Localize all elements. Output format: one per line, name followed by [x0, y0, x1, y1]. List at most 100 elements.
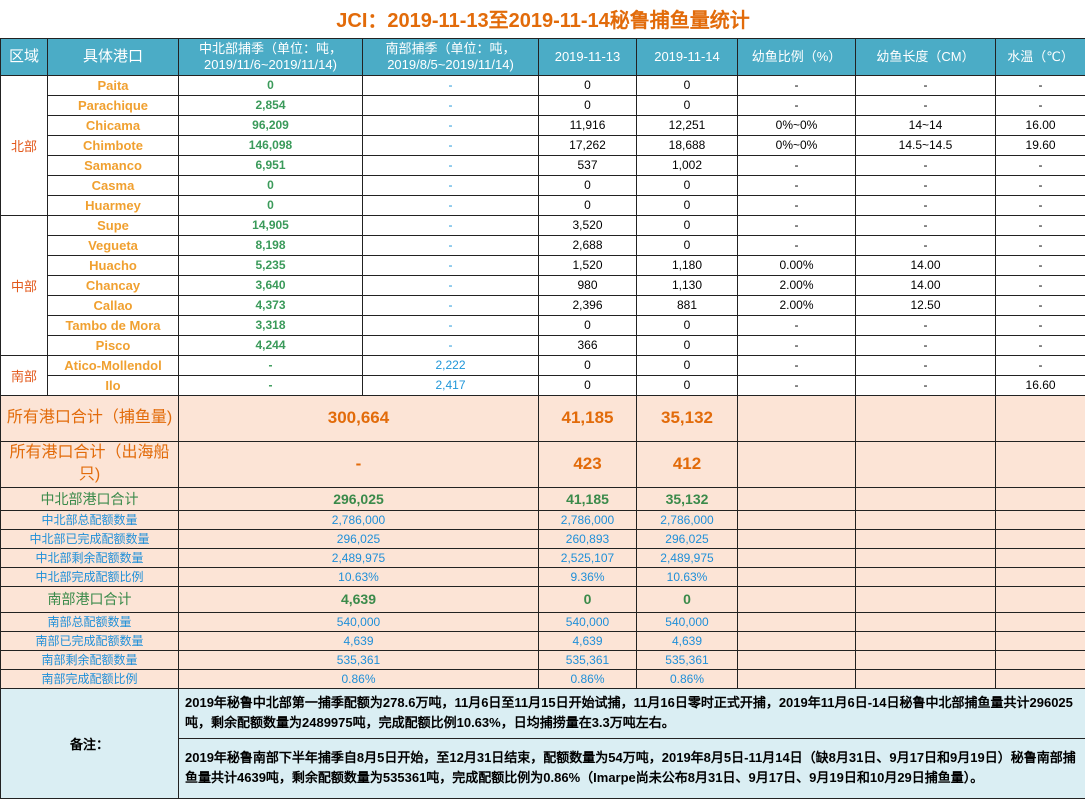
day2-value: 0: [637, 355, 738, 375]
empty-cell: [856, 487, 996, 510]
day1-value: 0: [539, 75, 637, 95]
day2-total: 4,639: [637, 631, 738, 650]
south-season-value: -: [363, 135, 539, 155]
water-temp: 16.60: [996, 375, 1085, 395]
region-label: 中部: [1, 215, 48, 355]
juvenile-length: -: [856, 235, 996, 255]
water-temp: -: [996, 235, 1085, 255]
day1-total: 0: [539, 586, 637, 612]
juvenile-length: -: [856, 335, 996, 355]
north-season-value: 4,373: [179, 295, 363, 315]
empty-cell: [856, 529, 996, 548]
port-name: Tambo de Mora: [48, 315, 179, 335]
day2-value: 0: [637, 315, 738, 335]
column-header: 幼鱼长度（CM）: [856, 38, 996, 75]
juvenile-ratio: -: [738, 195, 856, 215]
port-name: Casma: [48, 175, 179, 195]
day1-total: 535,361: [539, 650, 637, 669]
summary-label: 中北部剩余配额数量: [1, 548, 179, 567]
empty-cell: [856, 586, 996, 612]
season-total: 4,639: [179, 586, 539, 612]
juvenile-ratio: -: [738, 315, 856, 335]
day1-value: 366: [539, 335, 637, 355]
day1-value: 0: [539, 375, 637, 395]
day2-total: 0.86%: [637, 669, 738, 688]
day2-total: 35,132: [637, 487, 738, 510]
empty-cell: [996, 395, 1085, 441]
day2-value: 18,688: [637, 135, 738, 155]
north-season-value: -: [179, 355, 363, 375]
juvenile-length: 14.5~14.5: [856, 135, 996, 155]
day2-total: 0: [637, 586, 738, 612]
empty-cell: [996, 631, 1085, 650]
north-season-value: 96,209: [179, 115, 363, 135]
juvenile-length: -: [856, 95, 996, 115]
empty-cell: [856, 548, 996, 567]
south-season-value: -: [363, 255, 539, 275]
column-header: 中北部捕季（单位：吨，2019/11/6~2019/11/14): [179, 38, 363, 75]
summary-label: 所有港口合计（捕鱼量): [1, 395, 179, 441]
summary-label: 所有港口合计（出海船只): [1, 441, 179, 487]
season-total: 10.63%: [179, 567, 539, 586]
region-label: 南部: [1, 355, 48, 395]
column-header: 水温（℃）: [996, 38, 1085, 75]
juvenile-length: -: [856, 215, 996, 235]
empty-cell: [738, 395, 856, 441]
port-name: Chicama: [48, 115, 179, 135]
empty-cell: [996, 567, 1085, 586]
north-season-value: -: [179, 375, 363, 395]
port-name: Chimbote: [48, 135, 179, 155]
season-total: 4,639: [179, 631, 539, 650]
south-season-value: 2,417: [363, 375, 539, 395]
page-title: JCI：2019-11-13至2019-11-14秘鲁捕鱼量统计: [1, 0, 1085, 38]
notes-label: 备注：: [1, 688, 179, 798]
juvenile-length: 12.50: [856, 295, 996, 315]
empty-cell: [738, 586, 856, 612]
juvenile-length: -: [856, 175, 996, 195]
south-season-value: -: [363, 95, 539, 115]
empty-cell: [738, 487, 856, 510]
juvenile-ratio: -: [738, 215, 856, 235]
empty-cell: [996, 510, 1085, 529]
day2-value: 0: [637, 215, 738, 235]
north-season-value: 0: [179, 195, 363, 215]
season-total: 2,786,000: [179, 510, 539, 529]
juvenile-length: 14~14: [856, 115, 996, 135]
day1-total: 260,893: [539, 529, 637, 548]
south-season-value: -: [363, 75, 539, 95]
north-season-value: 4,244: [179, 335, 363, 355]
empty-cell: [996, 650, 1085, 669]
water-temp: -: [996, 335, 1085, 355]
day1-value: 0: [539, 195, 637, 215]
empty-cell: [996, 586, 1085, 612]
north-season-value: 5,235: [179, 255, 363, 275]
column-header: 2019-11-14: [637, 38, 738, 75]
port-name: Vegueta: [48, 235, 179, 255]
water-temp: -: [996, 155, 1085, 175]
summary-label: 南部剩余配额数量: [1, 650, 179, 669]
port-name: Pisco: [48, 335, 179, 355]
day1-total: 2,786,000: [539, 510, 637, 529]
port-name: Atico-Mollendol: [48, 355, 179, 375]
day1-value: 2,396: [539, 295, 637, 315]
day1-total: 2,525,107: [539, 548, 637, 567]
day2-total: 535,361: [637, 650, 738, 669]
north-season-value: 3,318: [179, 315, 363, 335]
day2-total: 35,132: [637, 395, 738, 441]
note-text: 2019年秘鲁南部下半年捕季自8月5日开始，至12月31日结束，配额数量为54万…: [179, 738, 1085, 798]
north-season-value: 14,905: [179, 215, 363, 235]
season-total: 2,489,975: [179, 548, 539, 567]
empty-cell: [738, 612, 856, 631]
port-name: Ilo: [48, 375, 179, 395]
port-name: Paita: [48, 75, 179, 95]
